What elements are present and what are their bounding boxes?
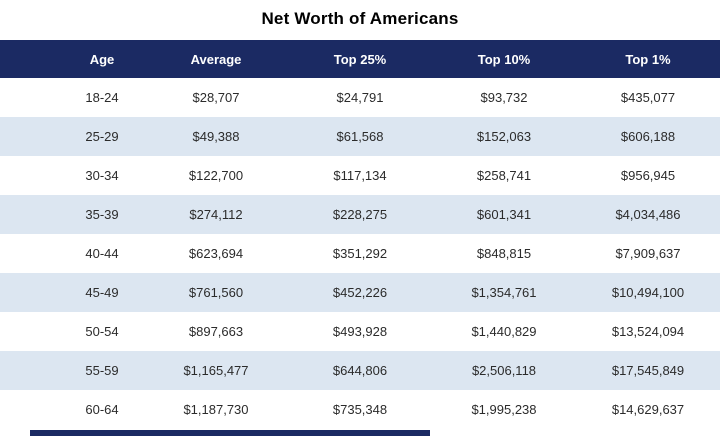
age-cell: 55-59 [85,363,119,378]
average-cell: $761,560 [188,285,244,300]
average-cell: $1,165,477 [183,363,249,378]
top1-value-cell: $7,909,637 [615,246,681,261]
average-cell: $623,694 [188,246,244,261]
table-row: 25-29 $49,388 $61,568 $152,063 $606,188 [0,117,720,156]
top1-value-cell: $13,524,094 [611,324,685,339]
top25-value-cell: $493,928 [332,324,388,339]
top10-value-cell: $1,440,829 [471,324,537,339]
column-header-top25: Top 25% [333,51,387,67]
top10-value-cell: $1,995,238 [471,402,537,417]
top10-value-cell: $2,506,118 [471,363,537,378]
age-cell: 25-29 [85,129,119,144]
table-row: 45-49 $761,560 $452,226 $1,354,761 $10,4… [0,273,720,312]
column-header-average: Average [190,51,242,67]
top25-value-cell: $117,134 [333,168,387,183]
average-cell: $274,112 [189,207,243,222]
table-row: 35-39 $274,112 $228,275 $601,341 $4,034,… [0,195,720,234]
table-row: 60-64 $1,187,730 $735,348 $1,995,238 $14… [0,390,720,429]
table-row: 55-59 $1,165,477 $644,806 $2,506,118 $17… [0,351,720,390]
average-cell: $897,663 [188,324,244,339]
top25-value-cell: $452,226 [332,285,388,300]
average-cell: $122,700 [188,168,244,183]
top25-value-cell: $228,275 [332,207,388,222]
table-row: 50-54 $897,663 $493,928 $1,440,829 $13,5… [0,312,720,351]
column-header-age: Age [89,51,115,67]
top1-value-cell: $14,629,637 [611,402,685,417]
top1-value-cell: $435,077 [620,90,676,105]
bottom-partial-bar [30,430,430,436]
table-row: 30-34 $122,700 $117,134 $258,741 $956,94… [0,156,720,195]
top10-value-cell: $93,732 [480,90,528,105]
page-title: Net Worth of Americans [261,9,459,28]
age-cell: 45-49 [85,285,119,300]
top1-value-cell: $606,188 [620,129,676,144]
column-header-top10: Top 10% [477,51,531,67]
top25-value-cell: $735,348 [332,402,388,417]
top10-value-cell: $848,815 [476,246,532,261]
top1-value-cell: $17,545,849 [611,363,685,378]
age-cell: 50-54 [85,324,119,339]
age-cell: 30-34 [85,168,119,183]
column-header-top1: Top 1% [625,51,671,67]
top10-value-cell: $152,063 [476,129,532,144]
table-row: 18-24 $28,707 $24,791 $93,732 $435,077 [0,78,720,117]
top25-value-cell: $644,806 [332,363,388,378]
top1-value-cell: $10,494,100 [611,285,685,300]
top1-value-cell: $4,034,486 [615,207,681,222]
age-cell: 35-39 [85,207,119,222]
top10-value-cell: $258,741 [476,168,532,183]
age-cell: 18-24 [85,90,119,105]
top10-value-cell: $601,341 [476,207,532,222]
average-cell: $1,187,730 [183,402,249,417]
average-cell: $49,388 [192,129,240,144]
average-cell: $28,707 [192,90,240,105]
age-cell: 40-44 [85,246,119,261]
top10-value-cell: $1,354,761 [471,285,537,300]
top25-value-cell: $24,791 [336,90,384,105]
top25-value-cell: $351,292 [332,246,388,261]
age-cell: 60-64 [85,402,119,417]
table-row: 40-44 $623,694 $351,292 $848,815 $7,909,… [0,234,720,273]
table-body: 18-24 $28,707 $24,791 $93,732 $435,077 2… [0,78,720,429]
table-header-row: Age Average Top 25% Top 10% Top 1% [0,40,720,78]
top25-value-cell: $61,568 [336,129,384,144]
top1-value-cell: $956,945 [620,168,676,183]
